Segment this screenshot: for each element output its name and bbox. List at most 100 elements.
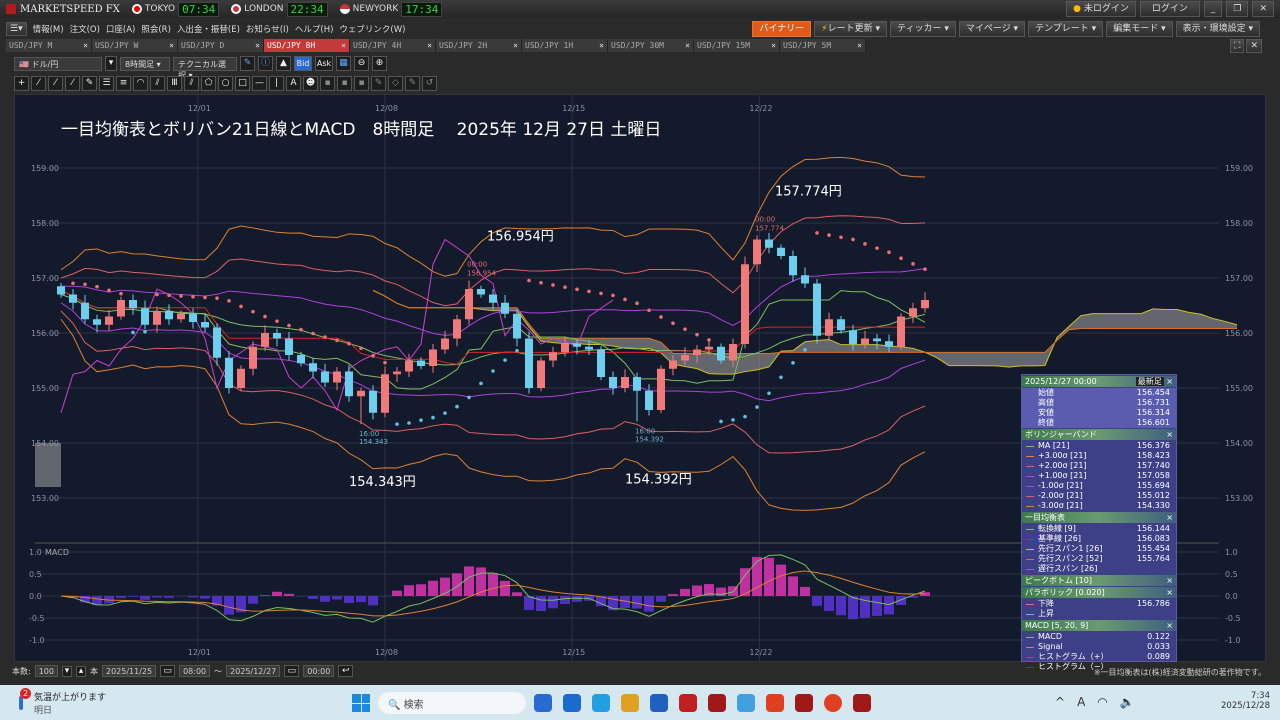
drawing-tool-icon[interactable]: A (286, 76, 301, 91)
ime-icon[interactable]: A (1077, 695, 1086, 709)
zoom-in-icon[interactable]: ⊕ (372, 56, 387, 71)
main-menu-button[interactable]: ☰▾ (6, 21, 27, 36)
decrease-icon[interactable]: ▾ (61, 665, 72, 677)
close-chart-button[interactable]: ✕ (1246, 39, 1262, 53)
increase-icon[interactable]: ▴ (75, 665, 86, 677)
menu-item[interactable]: 入出金・振替(E) (176, 24, 240, 35)
menu-right-item[interactable]: バイナリー (752, 21, 812, 37)
menu-right-item[interactable]: 編集モード ▾ (1106, 21, 1173, 37)
menu-right-item[interactable]: ティッカー ▾ (889, 21, 956, 37)
chevron-up-icon[interactable]: ^ (1055, 695, 1066, 709)
zoom-out-icon[interactable]: ⊖ (354, 56, 369, 71)
tab-usd-jpy-m[interactable]: USD/JPY M × (6, 39, 92, 52)
drawing-tool-icon[interactable]: ▪ (354, 76, 369, 91)
drawing-tool-icon[interactable]: Ⅲ (167, 76, 182, 91)
timeframe-select[interactable]: 8時間足 ▾ (120, 56, 170, 71)
drawing-tool-icon[interactable]: ☰ (99, 76, 114, 91)
drawing-tool-icon[interactable]: ⁄ (48, 76, 63, 91)
tab-usd-jpy-4h[interactable]: USD/JPY 4H × (350, 39, 436, 52)
tab-usd-jpy-1h[interactable]: USD/JPY 1H × (522, 39, 608, 52)
calendar-icon[interactable]: ▭ (160, 665, 176, 677)
close-tab-icon[interactable]: × (83, 41, 88, 50)
drawing-tool-icon[interactable]: ◇ (388, 76, 403, 91)
close-tab-icon[interactable]: × (169, 41, 174, 50)
maximize-chart-button[interactable]: ⛶ (1230, 39, 1245, 53)
store-icon[interactable] (563, 694, 581, 712)
drawing-tool-icon[interactable]: ☻ (303, 76, 318, 91)
weather-widget[interactable]: 2 気温が上がります 明日 (14, 688, 106, 716)
wifi-icon[interactable]: ◠ (1097, 695, 1108, 709)
menu-item[interactable]: お知らせ(I) (245, 24, 289, 35)
tab-usd-jpy-w[interactable]: USD/JPY W × (92, 39, 178, 52)
menu-item[interactable]: ヘルプ(H) (294, 24, 334, 35)
drawing-tool-icon[interactable]: ≡ (116, 76, 131, 91)
info-icon[interactable]: ⓘ (258, 56, 273, 71)
close-icon[interactable]: × (1166, 576, 1173, 585)
taskbar-clock[interactable]: 7:34 2025/12/28 (1221, 691, 1270, 711)
drawing-tool-icon[interactable]: ✎ (371, 76, 386, 91)
start-icon[interactable] (352, 694, 370, 712)
from-date-input[interactable]: 2025/11/25 (101, 665, 157, 677)
word-icon[interactable] (708, 694, 726, 712)
tab-usd-jpy-15m[interactable]: USD/JPY 15M × (694, 39, 780, 52)
technical-select[interactable]: テクニカル選択 ▾ (173, 56, 237, 80)
calendar-icon[interactable]: ▭ (284, 665, 300, 677)
mcafee-icon[interactable] (737, 694, 755, 712)
from-time-input[interactable]: 08:00 (179, 665, 211, 677)
pen-icon[interactable]: ✎ (240, 56, 255, 71)
drawing-tool-icon[interactable]: ✎ (82, 76, 97, 91)
refresh-icon[interactable]: ↩ (338, 665, 354, 677)
volume-icon[interactable]: 🔈 (1119, 695, 1135, 709)
tab-usd-jpy-2h[interactable]: USD/JPY 2H × (436, 39, 522, 52)
drawing-tool-icon[interactable]: ▪ (337, 76, 352, 91)
drawing-tool-icon[interactable]: ⫽ (150, 76, 165, 91)
tab-usd-jpy-d[interactable]: USD/JPY D × (178, 39, 264, 52)
menu-item[interactable]: 口座(A) (105, 24, 136, 35)
tab-usd-jpy-30m[interactable]: USD/JPY 30M × (608, 39, 694, 52)
edge-icon[interactable] (650, 694, 668, 712)
menu-item[interactable]: 照会(R) (141, 24, 171, 35)
to-time-input[interactable]: 00:00 (303, 665, 335, 677)
close-icon[interactable]: × (1166, 513, 1173, 522)
menu-right-item[interactable]: ⚡レート更新 ▾ (814, 21, 887, 37)
menu-right-item[interactable]: 表示・環境設定 ▾ (1175, 21, 1260, 37)
close-tab-icon[interactable]: × (857, 41, 862, 50)
drawing-tool-icon[interactable]: ⁄ (65, 76, 80, 91)
drawing-tool-icon[interactable]: ⫽ (184, 76, 199, 91)
marketspeed-active-icon[interactable] (853, 694, 871, 712)
currency-pair-select[interactable]: 🇺🇸 ドル/円 (14, 56, 102, 71)
to-date-input[interactable]: 2025/12/27 (226, 665, 281, 677)
ask-button[interactable]: Ask (315, 56, 333, 71)
marketspeed-icon[interactable] (766, 694, 784, 712)
dell-icon[interactable] (621, 694, 639, 712)
close-tab-icon[interactable]: × (427, 41, 432, 50)
file-explorer-icon[interactable] (679, 694, 697, 712)
menu-item[interactable]: 情報(M) (32, 24, 64, 35)
paint-icon[interactable] (795, 694, 813, 712)
drawing-tool-icon[interactable]: □ (235, 76, 250, 91)
tab-usd-jpy-5m[interactable]: USD/JPY 5M × (780, 39, 866, 52)
pair-dropdown-icon[interactable]: ▾ (105, 56, 117, 71)
drawing-tool-icon[interactable]: + (14, 76, 29, 91)
drawing-tool-icon[interactable]: ▪ (320, 76, 335, 91)
bid-button[interactable]: Bid (294, 56, 312, 71)
chrome-icon[interactable] (824, 694, 842, 712)
close-icon[interactable]: × (1163, 377, 1173, 386)
login-button[interactable]: ログイン (1139, 1, 1200, 17)
close-tab-icon[interactable]: × (255, 41, 260, 50)
minimize-button[interactable]: _ (1203, 1, 1223, 17)
drawing-tool-icon[interactable]: — (252, 76, 267, 91)
drawing-tool-icon[interactable]: ↺ (422, 76, 437, 91)
copilot-app-icon[interactable] (534, 694, 552, 712)
close-icon[interactable]: × (1166, 588, 1173, 597)
menu-item[interactable]: ウェブリンク(W) (339, 24, 406, 35)
menu-right-item[interactable]: テンプレート ▾ (1028, 21, 1104, 37)
restore-button[interactable]: ❐ (1226, 1, 1249, 17)
drawing-tool-icon[interactable]: ◠ (133, 76, 148, 91)
chart-settings-icon[interactable]: ▦ (336, 56, 351, 71)
drawing-tool-icon[interactable]: ⁄ (31, 76, 46, 91)
menu-item[interactable]: 注文(O) (69, 24, 100, 35)
close-tab-icon[interactable]: × (599, 41, 604, 50)
count-input[interactable]: 100 (34, 665, 58, 677)
close-tab-icon[interactable]: × (341, 41, 346, 50)
